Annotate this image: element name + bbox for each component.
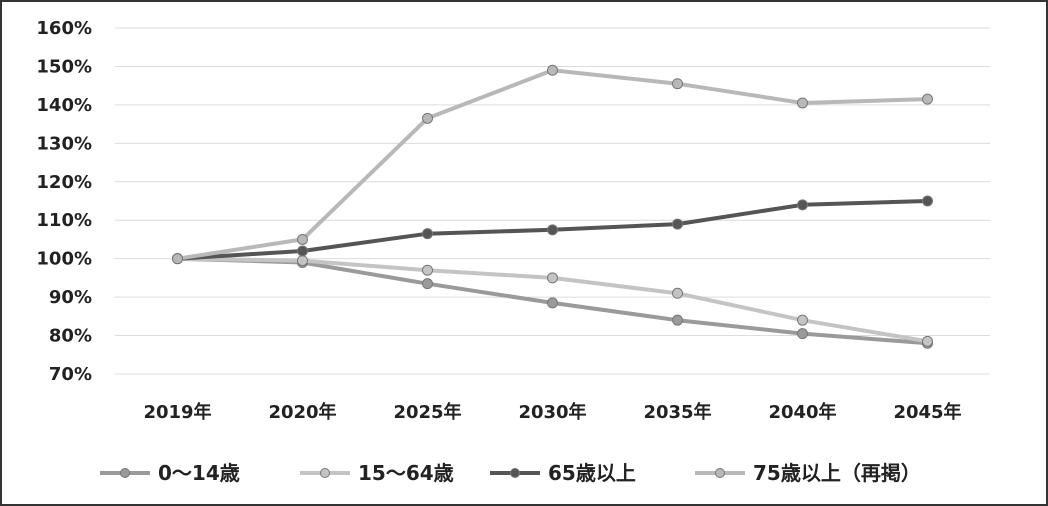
data-point [922, 93, 933, 105]
data-point [422, 278, 433, 290]
data-point [797, 199, 808, 211]
y-axis-ticks: 70% 80% 90% 100% 110% 120% 130% 140% 150% 160% [36, 18, 92, 385]
data-point [422, 112, 433, 124]
y-tick-label: 130% [36, 133, 92, 154]
data-point [672, 218, 683, 230]
data-point [672, 78, 683, 90]
data-point [547, 272, 558, 284]
data-point [297, 245, 308, 257]
series-3 [172, 64, 933, 265]
x-tick-label: 2030年 [518, 401, 586, 423]
x-tick-label: 2040年 [768, 401, 836, 423]
data-point [672, 314, 683, 326]
legend-item: 15～64歳 [300, 461, 454, 485]
series-lines [172, 64, 933, 349]
legend-label: 0～14歳 [158, 461, 240, 485]
data-point [297, 233, 308, 245]
legend-item: 65歳以上 [490, 461, 636, 485]
data-point [797, 328, 808, 340]
y-tick-label: 150% [36, 56, 92, 77]
x-tick-label: 2045年 [893, 401, 961, 423]
data-point [547, 297, 558, 309]
data-point [797, 314, 808, 326]
legend-item: 75歳以上（再掲） [695, 461, 921, 485]
data-point [922, 335, 933, 347]
x-tick-label: 2035年 [643, 401, 711, 423]
data-point [922, 195, 933, 207]
data-point [422, 264, 433, 276]
legend: 0～14歳 15～64歳 65歳以上 75歳以上（再掲） [100, 461, 921, 485]
y-tick-label: 90% [49, 287, 92, 308]
legend-label: 75歳以上（再掲） [753, 461, 921, 485]
y-tick-label: 140% [36, 95, 92, 116]
data-point [547, 224, 558, 236]
legend-marker [120, 468, 130, 478]
y-tick-label: 70% [49, 364, 92, 385]
legend-marker [510, 468, 520, 478]
y-tick-label: 100% [36, 249, 92, 270]
y-tick-label: 110% [36, 210, 92, 231]
legend-item: 0～14歳 [100, 461, 240, 485]
data-point [297, 255, 308, 267]
y-tick-label: 80% [49, 326, 92, 347]
data-point [422, 228, 433, 240]
data-point [547, 64, 558, 76]
y-tick-label: 120% [36, 172, 92, 193]
series-1 [172, 253, 933, 347]
x-tick-label: 2025年 [393, 401, 461, 423]
legend-label: 65歳以上 [548, 461, 636, 485]
x-tick-label: 2019年 [143, 401, 211, 423]
data-point [672, 287, 683, 299]
legend-marker [715, 468, 725, 478]
y-tick-label: 160% [36, 18, 92, 39]
x-tick-label: 2020年 [268, 401, 336, 423]
legend-label: 15～64歳 [358, 461, 454, 485]
data-point [172, 253, 183, 265]
x-axis-ticks: 2019年 2020年 2025年 2030年 2035年 2040年 2045年 [143, 401, 961, 423]
data-point [797, 97, 808, 109]
legend-marker [320, 468, 330, 478]
